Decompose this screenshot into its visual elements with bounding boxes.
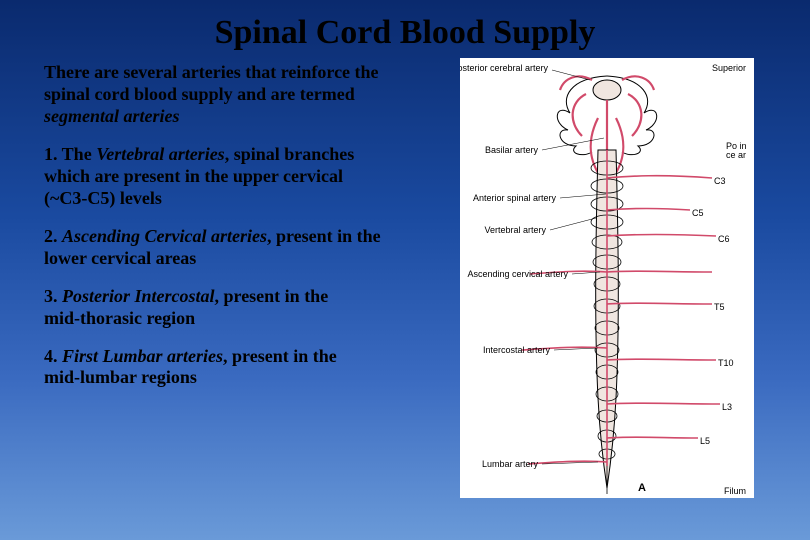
intro-line3: segmental arteries <box>44 106 180 126</box>
diagram-label-left: Lumbar artery <box>482 460 538 469</box>
diagram-label-left: Intercostal artery <box>483 346 550 355</box>
item-num: 4. <box>44 346 62 366</box>
item-num: 1. The <box>44 144 96 164</box>
segment-label: L3 <box>722 402 732 412</box>
segment-label: C5 <box>692 208 704 218</box>
diagram-label-right: Superior <box>712 64 746 73</box>
item-rest: , spinal branches <box>225 144 355 164</box>
intro-line2: spinal cord blood supply and are termed <box>44 84 355 104</box>
anatomy-diagram: Posterior cerebral artery Basilar artery A… <box>460 58 754 498</box>
item-name: Ascending Cervical arteries <box>62 226 267 246</box>
segment-label: C6 <box>718 234 730 244</box>
segment-label: T5 <box>714 302 725 312</box>
item-rest: , present in the <box>215 286 329 306</box>
item-rest: , present in the <box>267 226 381 246</box>
segment-label: C3 <box>714 176 726 186</box>
segment-label: L5 <box>700 436 710 446</box>
text-column: There are several arteries that reinforc… <box>44 58 444 498</box>
item-cont1: mid-thorasic region <box>44 308 195 328</box>
item-name: Vertebral arteries <box>96 144 225 164</box>
item-cont1: which are present in the upper cervical <box>44 166 343 186</box>
item-cont1: lower cervical areas <box>44 248 196 268</box>
item-1: 1. The Vertebral arteries, spinal branch… <box>44 144 444 210</box>
item-3: 3. Posterior Intercostal, present in the… <box>44 286 444 330</box>
segment-label: Filum <box>724 486 746 496</box>
item-num: 2. <box>44 226 62 246</box>
item-4: 4. First Lumbar arteries, present in the… <box>44 346 444 390</box>
item-num: 3. <box>44 286 62 306</box>
slide-title: Spinal Cord Blood Supply <box>0 0 810 58</box>
diagram-label-left: Vertebral artery <box>484 226 546 235</box>
content-row: There are several arteries that reinforc… <box>0 58 810 498</box>
panel-a-tag: A <box>638 482 646 494</box>
item-rest: , present in the <box>223 346 337 366</box>
diagram-label-left: Anterior spinal artery <box>473 194 556 203</box>
item-name: Posterior Intercostal <box>62 286 215 306</box>
intro-line1: There are several arteries that reinforc… <box>44 62 379 82</box>
diagram-label-right-cut: Po in ce ar <box>726 142 754 161</box>
item-name: First Lumbar arteries <box>62 346 223 366</box>
diagram-label-left: Posterior cerebral artery <box>460 64 548 73</box>
item-cont2: (~C3-C5) levels <box>44 188 162 208</box>
item-2: 2. Ascending Cervical arteries, present … <box>44 226 444 270</box>
diagram-label-left: Basilar artery <box>485 146 538 155</box>
item-cont1: mid-lumbar regions <box>44 367 197 387</box>
intro-paragraph: There are several arteries that reinforc… <box>44 62 444 128</box>
segment-label: T10 <box>718 358 734 368</box>
diagram-label-left: Ascending cervical artery <box>467 270 568 279</box>
